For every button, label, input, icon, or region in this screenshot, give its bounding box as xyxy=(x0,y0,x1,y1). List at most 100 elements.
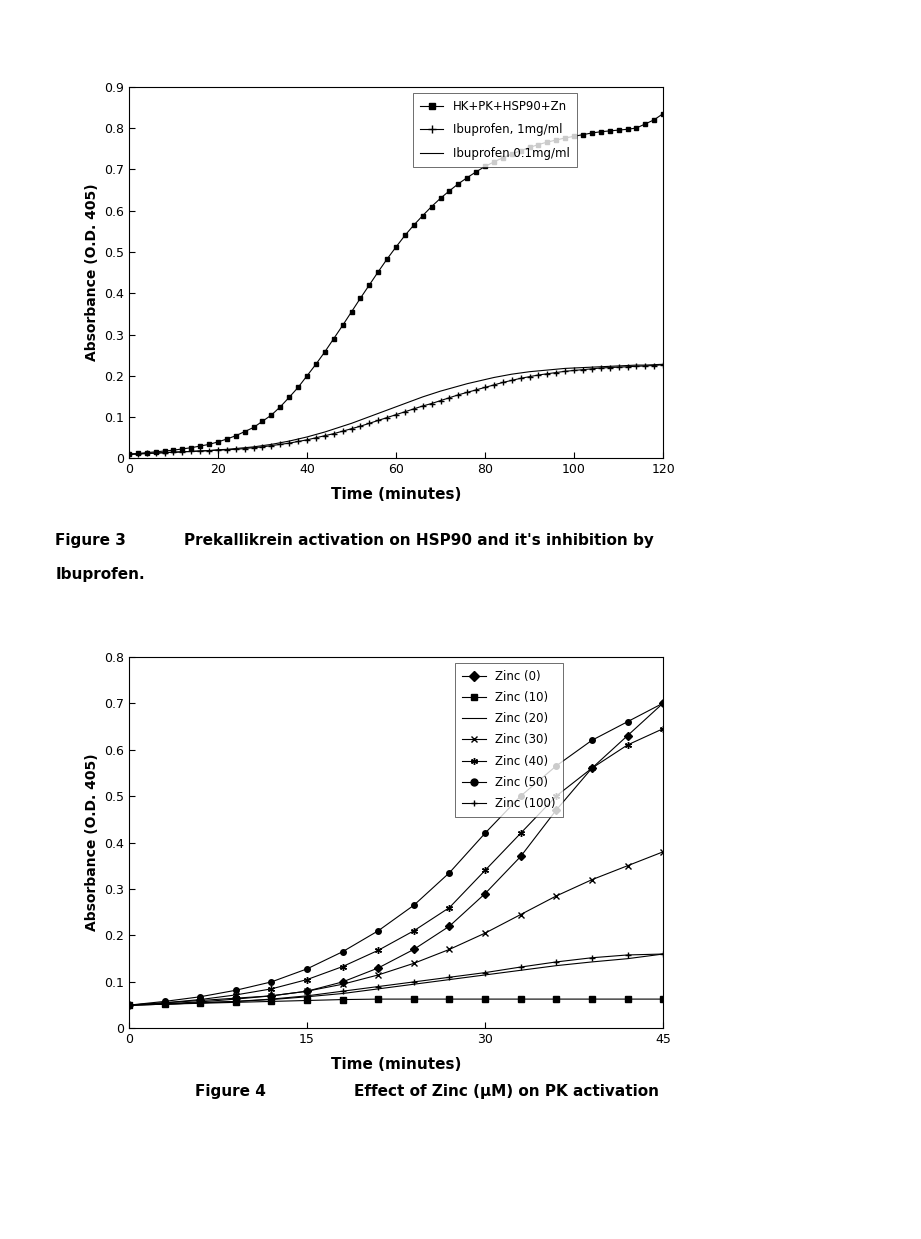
Zinc (50) xyxy=(658,696,669,711)
Zinc (100) xyxy=(444,970,455,985)
HK+PK+HSP90+Zn xyxy=(248,420,259,435)
Zinc (40) xyxy=(373,943,384,958)
HK+PK+HSP90+Zn xyxy=(658,107,669,121)
Zinc (20) xyxy=(301,989,312,1004)
Zinc (50) xyxy=(480,826,491,841)
Zinc (100) xyxy=(159,996,170,1011)
Line: Zinc (0): Zinc (0) xyxy=(126,700,666,1007)
Zinc (10) xyxy=(194,996,205,1011)
Zinc (10) xyxy=(301,994,312,1009)
Line: Zinc (20): Zinc (20) xyxy=(129,954,663,1005)
Zinc (10) xyxy=(515,991,526,1006)
Ibuprofen 0.1mg/ml xyxy=(658,357,669,372)
Zinc (40) xyxy=(658,721,669,736)
Zinc (10) xyxy=(230,995,241,1010)
Zinc (50) xyxy=(587,733,598,748)
Zinc (100) xyxy=(266,991,277,1006)
Zinc (0) xyxy=(622,729,633,743)
Zinc (0) xyxy=(230,991,241,1006)
Y-axis label: Absorbance (O.D. 405): Absorbance (O.D. 405) xyxy=(85,753,99,932)
Zinc (30) xyxy=(408,957,419,971)
HK+PK+HSP90+Zn xyxy=(123,447,134,462)
Line: Zinc (100): Zinc (100) xyxy=(125,950,667,1009)
Zinc (100) xyxy=(123,997,134,1012)
Zinc (100) xyxy=(337,984,348,999)
Ibuprofen, 1mg/ml xyxy=(230,442,241,457)
Zinc (100) xyxy=(408,974,419,989)
Ibuprofen, 1mg/ml xyxy=(248,440,259,455)
HK+PK+HSP90+Zn xyxy=(230,429,241,444)
Zinc (40) xyxy=(622,737,633,752)
Zinc (40) xyxy=(194,992,205,1007)
HK+PK+HSP90+Zn xyxy=(310,357,321,372)
Zinc (0) xyxy=(337,974,348,989)
Zinc (20) xyxy=(123,997,134,1012)
Zinc (20) xyxy=(194,995,205,1010)
Zinc (30) xyxy=(159,996,170,1011)
HK+PK+HSP90+Zn xyxy=(444,183,455,198)
Zinc (0) xyxy=(194,994,205,1009)
Legend: Zinc (0), Zinc (10), Zinc (20), Zinc (30), Zinc (40), Zinc (50), Zinc (100): Zinc (0), Zinc (10), Zinc (20), Zinc (30… xyxy=(455,663,563,818)
Ibuprofen 0.1mg/ml xyxy=(408,393,419,408)
Text: Effect of Zinc (μM) on PK activation: Effect of Zinc (μM) on PK activation xyxy=(354,1084,659,1099)
Ibuprofen, 1mg/ml xyxy=(658,357,669,372)
Ibuprofen 0.1mg/ml xyxy=(230,441,241,456)
Zinc (10) xyxy=(408,991,419,1006)
Zinc (20) xyxy=(266,992,277,1007)
Zinc (100) xyxy=(515,959,526,974)
Zinc (30) xyxy=(123,997,134,1012)
Zinc (10) xyxy=(551,991,562,1006)
Zinc (20) xyxy=(337,986,348,1001)
Ibuprofen 0.1mg/ml xyxy=(587,359,598,374)
Zinc (100) xyxy=(551,954,562,969)
Ibuprofen 0.1mg/ml xyxy=(310,427,321,442)
Zinc (40) xyxy=(408,923,419,938)
Zinc (50) xyxy=(123,997,134,1012)
Zinc (20) xyxy=(408,976,419,991)
Zinc (40) xyxy=(123,997,134,1012)
Zinc (40) xyxy=(480,864,491,878)
Zinc (0) xyxy=(373,960,384,975)
Zinc (0) xyxy=(266,989,277,1004)
Ibuprofen, 1mg/ml xyxy=(310,430,321,445)
Zinc (100) xyxy=(230,994,241,1009)
Zinc (0) xyxy=(551,803,562,818)
Zinc (40) xyxy=(444,900,455,914)
Zinc (0) xyxy=(123,997,134,1012)
Zinc (50) xyxy=(515,789,526,804)
Zinc (40) xyxy=(337,959,348,974)
Zinc (10) xyxy=(622,991,633,1006)
Zinc (10) xyxy=(480,991,491,1006)
Legend: HK+PK+HSP90+Zn, Ibuprofen, 1mg/ml, Ibuprofen 0.1mg/ml: HK+PK+HSP90+Zn, Ibuprofen, 1mg/ml, Ibupr… xyxy=(413,93,577,167)
Zinc (0) xyxy=(515,849,526,864)
Ibuprofen 0.1mg/ml xyxy=(123,447,134,462)
Zinc (10) xyxy=(159,996,170,1011)
Text: Figure 3: Figure 3 xyxy=(55,533,126,548)
Line: Zinc (10): Zinc (10) xyxy=(126,996,666,1007)
HK+PK+HSP90+Zn xyxy=(587,125,598,140)
Zinc (40) xyxy=(266,981,277,996)
Zinc (50) xyxy=(337,944,348,959)
Zinc (20) xyxy=(587,954,598,969)
Line: Zinc (50): Zinc (50) xyxy=(126,700,666,1007)
Zinc (0) xyxy=(587,761,598,776)
Zinc (40) xyxy=(515,826,526,841)
Y-axis label: Absorbance (O.D. 405): Absorbance (O.D. 405) xyxy=(85,183,99,362)
Zinc (20) xyxy=(551,958,562,973)
Line: HK+PK+HSP90+Zn: HK+PK+HSP90+Zn xyxy=(126,112,666,457)
Line: Zinc (40): Zinc (40) xyxy=(125,725,667,1009)
HK+PK+HSP90+Zn xyxy=(408,218,419,233)
Zinc (50) xyxy=(408,898,419,913)
Zinc (100) xyxy=(587,950,598,965)
Zinc (30) xyxy=(480,926,491,940)
X-axis label: Time (minutes): Time (minutes) xyxy=(331,1057,461,1072)
Zinc (30) xyxy=(373,968,384,983)
Zinc (50) xyxy=(266,974,277,989)
Zinc (0) xyxy=(159,995,170,1010)
Zinc (0) xyxy=(480,886,491,901)
Zinc (10) xyxy=(658,991,669,1006)
Zinc (100) xyxy=(301,989,312,1004)
Zinc (20) xyxy=(515,963,526,978)
Zinc (50) xyxy=(230,983,241,997)
Zinc (30) xyxy=(337,976,348,991)
